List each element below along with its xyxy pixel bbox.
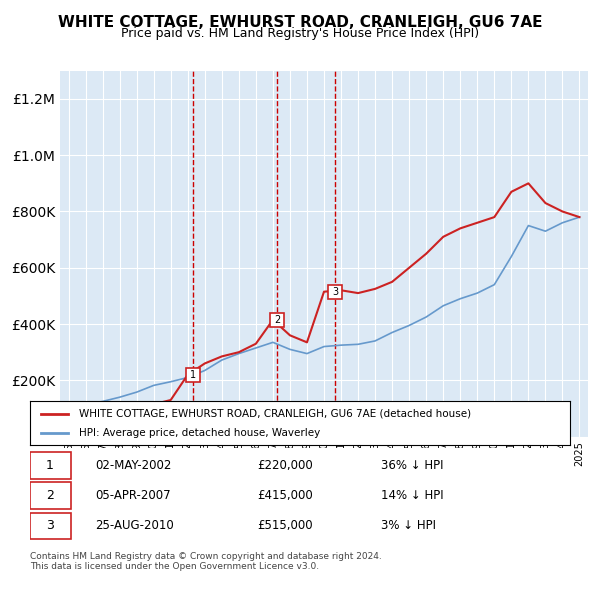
FancyBboxPatch shape bbox=[30, 513, 71, 539]
Text: 1: 1 bbox=[190, 370, 196, 380]
Text: 14% ↓ HPI: 14% ↓ HPI bbox=[381, 489, 443, 502]
Text: 3: 3 bbox=[46, 519, 54, 532]
Text: WHITE COTTAGE, EWHURST ROAD, CRANLEIGH, GU6 7AE (detached house): WHITE COTTAGE, EWHURST ROAD, CRANLEIGH, … bbox=[79, 409, 471, 418]
Text: Price paid vs. HM Land Registry's House Price Index (HPI): Price paid vs. HM Land Registry's House … bbox=[121, 27, 479, 40]
Text: 25-AUG-2010: 25-AUG-2010 bbox=[95, 519, 173, 532]
Text: 2: 2 bbox=[274, 315, 280, 325]
Text: 3% ↓ HPI: 3% ↓ HPI bbox=[381, 519, 436, 532]
FancyBboxPatch shape bbox=[30, 452, 71, 478]
Text: 2: 2 bbox=[46, 489, 54, 502]
FancyBboxPatch shape bbox=[30, 483, 71, 509]
Text: 3: 3 bbox=[332, 287, 338, 297]
Text: WHITE COTTAGE, EWHURST ROAD, CRANLEIGH, GU6 7AE: WHITE COTTAGE, EWHURST ROAD, CRANLEIGH, … bbox=[58, 15, 542, 30]
Text: £220,000: £220,000 bbox=[257, 459, 313, 472]
Text: 05-APR-2007: 05-APR-2007 bbox=[95, 489, 170, 502]
Text: 02-MAY-2002: 02-MAY-2002 bbox=[95, 459, 171, 472]
Text: £515,000: £515,000 bbox=[257, 519, 313, 532]
Text: HPI: Average price, detached house, Waverley: HPI: Average price, detached house, Wave… bbox=[79, 428, 320, 438]
Text: 36% ↓ HPI: 36% ↓ HPI bbox=[381, 459, 443, 472]
Text: Contains HM Land Registry data © Crown copyright and database right 2024.
This d: Contains HM Land Registry data © Crown c… bbox=[30, 552, 382, 571]
Text: £415,000: £415,000 bbox=[257, 489, 313, 502]
Text: 1: 1 bbox=[46, 459, 54, 472]
